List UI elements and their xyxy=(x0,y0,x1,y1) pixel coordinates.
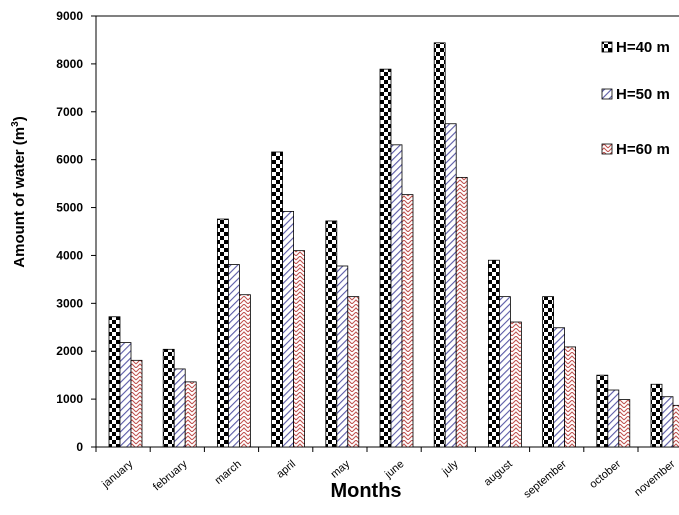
y-axis-label-text: Amount of water (m xyxy=(11,127,28,268)
x-axis-label: Months xyxy=(330,480,401,502)
bar-H=50 m xyxy=(661,396,674,448)
x-tick-label: june xyxy=(382,458,406,481)
bar-H=50 m xyxy=(282,210,295,448)
bar-H=60 m xyxy=(455,176,468,448)
y-tick-label: 9000 xyxy=(56,9,83,23)
bar-H=60 m xyxy=(130,359,143,448)
x-tick-label: may xyxy=(329,458,353,481)
y-tick-label: 7000 xyxy=(56,105,83,119)
y-tick-label: 4000 xyxy=(56,248,83,262)
bar-H=40 m xyxy=(379,68,392,448)
bar-H=40 m xyxy=(325,220,338,448)
x-tick-label: march xyxy=(213,458,244,487)
y-tick-label: 6000 xyxy=(56,153,83,167)
legend-label: H=50 m xyxy=(616,86,670,103)
bar-H=50 m xyxy=(227,264,240,448)
x-tick-label: august xyxy=(482,458,515,488)
bar-H=50 m xyxy=(336,265,349,448)
bar-H=60 m xyxy=(184,381,197,448)
bar-H=50 m xyxy=(119,342,132,448)
bar-H=50 m xyxy=(553,327,565,448)
y-tick-label: 3000 xyxy=(56,296,83,310)
x-tick-label: january xyxy=(99,458,135,491)
bar-H=40 m xyxy=(271,151,284,448)
y-tick-label: 0 xyxy=(76,440,83,454)
bar-H=40 m xyxy=(487,259,500,448)
x-tick-label: april xyxy=(274,458,298,481)
bar-H=40 m xyxy=(162,348,175,448)
legend-swatch xyxy=(601,143,613,155)
x-tick-label: november xyxy=(632,458,677,499)
plot-area: 0 1000 2000 3000 4000 5000 6000 7000 8000 9000 jan… xyxy=(56,9,679,501)
bar-H=40 m xyxy=(596,374,609,448)
bar-H=60 m xyxy=(238,294,251,448)
bar-H=60 m xyxy=(618,399,631,448)
bar-H=40 m xyxy=(650,383,663,448)
x-tick-label: february xyxy=(151,458,190,493)
bar-H=60 m xyxy=(293,250,306,448)
y-tick-label: 1000 xyxy=(56,392,83,406)
bar-H=50 m xyxy=(173,368,186,448)
bar-H=40 m xyxy=(433,42,446,448)
bar-H=60 m xyxy=(401,194,414,448)
bar-H=50 m xyxy=(498,296,511,448)
x-tick-label: september xyxy=(521,458,569,501)
legend-label: H=60 m xyxy=(616,141,670,158)
y-axis-label-end: ) xyxy=(11,116,28,121)
legend-swatch xyxy=(601,88,613,100)
bar-H=40 m xyxy=(542,296,554,448)
bar-H=60 m xyxy=(672,404,679,448)
bar-H=50 m xyxy=(390,144,403,448)
legend-label: H=40 m xyxy=(616,39,670,56)
y-tick-label: 8000 xyxy=(56,57,83,71)
bar-H=60 m xyxy=(564,346,576,448)
legend-swatch xyxy=(601,41,613,53)
y-axis-label: Amount of water (m3) xyxy=(10,116,28,267)
bar-H=50 m xyxy=(607,389,620,448)
y-tick-label: 5000 xyxy=(56,201,83,215)
y-tick-label: 2000 xyxy=(56,344,83,358)
bar-H=40 m xyxy=(216,218,229,448)
bar-H=50 m xyxy=(444,123,457,448)
bar-H=60 m xyxy=(509,321,522,448)
bar-H=60 m xyxy=(347,296,360,448)
x-tick-label: october xyxy=(587,458,623,491)
x-tick-label: july xyxy=(439,458,461,479)
y-axis-label-sup: 3 xyxy=(10,121,21,127)
bar-H=40 m xyxy=(108,316,121,448)
